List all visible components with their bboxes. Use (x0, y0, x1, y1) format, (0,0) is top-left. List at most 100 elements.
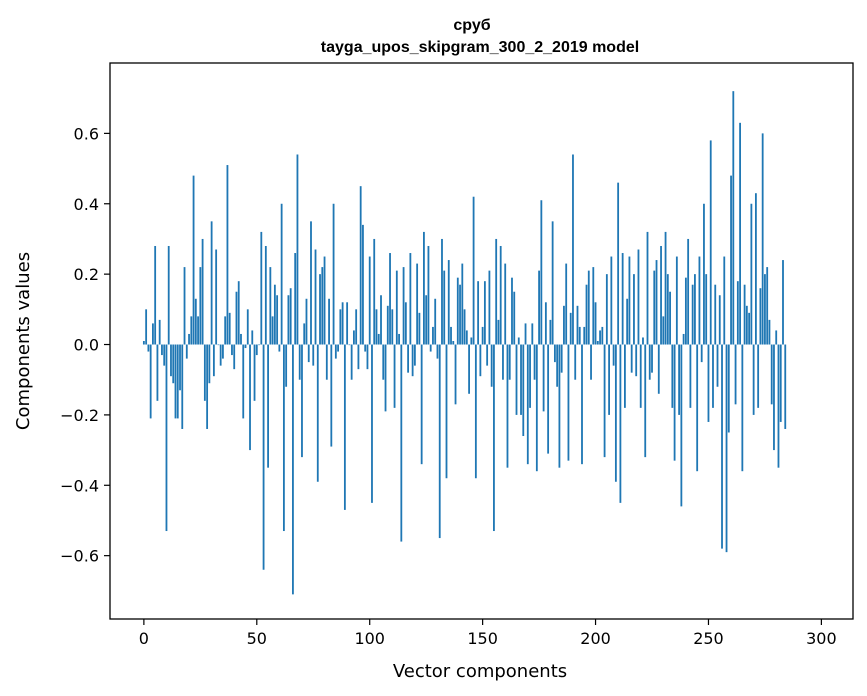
bar (529, 344, 531, 408)
bar (456, 277, 459, 345)
bar (294, 253, 297, 345)
bar (741, 344, 744, 472)
plot-frame (109, 62, 854, 620)
bar (766, 267, 769, 345)
y-axis-ticks: −0.6 −0.4 −0.2 0.0 0.2 0.4 0.6 (60, 124, 110, 566)
bar (560, 344, 563, 373)
bar (651, 344, 653, 373)
bar (413, 344, 416, 366)
bar (436, 344, 439, 359)
bar (490, 344, 493, 387)
bar (698, 256, 701, 345)
bar (447, 260, 450, 345)
bar (226, 165, 229, 345)
bar (648, 344, 651, 380)
bar (350, 344, 353, 380)
bar (199, 267, 202, 345)
bar (493, 344, 495, 532)
y-tick-label: 0.0 (74, 336, 99, 355)
bar (653, 270, 656, 345)
bar (678, 344, 681, 415)
bar (316, 344, 319, 482)
bar (217, 344, 220, 346)
bar (330, 344, 333, 447)
bar (723, 256, 726, 345)
bar (754, 193, 757, 345)
bar (364, 344, 367, 352)
bar (203, 344, 206, 401)
y-tick-label: 0.6 (74, 124, 99, 143)
bar (319, 274, 321, 345)
bar (149, 344, 152, 419)
bar (423, 231, 425, 345)
bar (296, 154, 299, 345)
bar (371, 344, 373, 503)
bar (694, 274, 696, 345)
bar (167, 245, 170, 345)
bar (626, 298, 629, 345)
bar (513, 291, 516, 345)
bar (601, 326, 604, 345)
bar (535, 344, 538, 472)
bar (255, 344, 258, 356)
bar (716, 344, 719, 387)
x-tick-label: 250 (693, 629, 724, 648)
bar (517, 337, 520, 345)
bar (362, 224, 364, 345)
bar (483, 281, 486, 345)
bar (712, 344, 714, 408)
bar (310, 221, 312, 345)
bar (312, 344, 315, 366)
bar (183, 267, 186, 345)
chart-subtitle: tayga_upos_skipgram_300_2_2019 model (321, 39, 639, 56)
bar (314, 249, 317, 345)
bar (553, 344, 556, 363)
bar (583, 326, 586, 345)
bar (260, 231, 263, 345)
bar (614, 344, 617, 482)
bars-group (142, 91, 787, 595)
bar (323, 256, 326, 345)
bar (273, 284, 276, 345)
bar (666, 274, 669, 345)
bar (303, 323, 306, 345)
y-tick-label: −0.6 (60, 547, 99, 566)
bar (779, 344, 782, 422)
bar (264, 245, 267, 345)
x-tick-label: 100 (354, 629, 385, 648)
bar (608, 344, 610, 415)
bar (703, 203, 705, 345)
bar (380, 295, 382, 345)
bar (222, 344, 224, 359)
bar (190, 316, 193, 345)
bar (524, 323, 527, 345)
bar (734, 344, 737, 405)
bar (465, 330, 468, 345)
bar (249, 344, 251, 451)
bar (454, 344, 457, 405)
bar (540, 200, 543, 345)
bar (657, 344, 660, 394)
bar (585, 284, 588, 345)
bar (612, 344, 615, 366)
bar (142, 341, 145, 345)
bar (739, 122, 741, 345)
bar (669, 291, 671, 345)
x-axis-label: Vector components (393, 661, 567, 682)
bar (425, 295, 428, 345)
bar (438, 344, 441, 539)
bar (752, 344, 755, 415)
bar (551, 221, 554, 345)
bar (158, 319, 161, 345)
bar (660, 245, 662, 345)
bar (192, 175, 195, 345)
bar (508, 344, 511, 380)
bar (655, 260, 658, 345)
bar (240, 333, 242, 345)
bar (355, 309, 358, 345)
bar (298, 344, 301, 380)
bar (748, 312, 751, 345)
bar (258, 344, 260, 346)
bar (235, 291, 238, 345)
